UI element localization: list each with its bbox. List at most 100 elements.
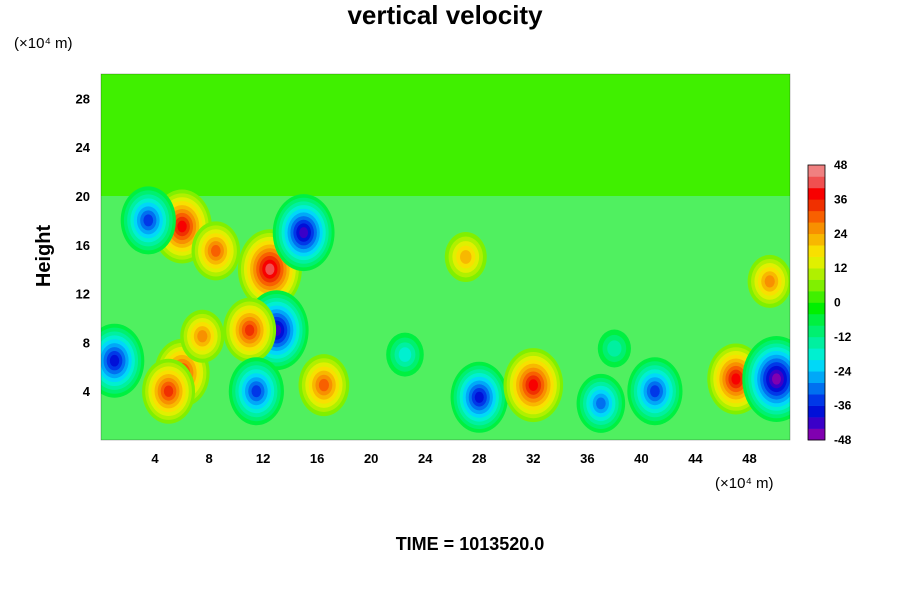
x-tick-label: 8 xyxy=(205,451,212,466)
plot-frame xyxy=(100,73,791,441)
colorbar-segment xyxy=(808,382,825,395)
y-tick-label: 4 xyxy=(83,384,91,399)
x-tick-labels: 4 8 12 16 20 24 28 32 36 40 44 48 xyxy=(151,451,756,466)
colorbar-tick-label: -24 xyxy=(834,364,852,378)
colorbar-segment xyxy=(808,394,825,406)
plot-area xyxy=(100,73,791,441)
y-tick-labels: 4 8 12 16 20 24 28 xyxy=(76,91,91,399)
contour-level xyxy=(177,220,187,233)
x-tick-label: 4 xyxy=(151,451,159,466)
contour-level xyxy=(318,378,329,392)
colorbar-segment xyxy=(808,348,825,361)
colorbar-segment xyxy=(808,268,825,280)
colorbar-segment xyxy=(808,245,825,257)
colorbar-segment xyxy=(808,165,825,177)
colorbar-segment xyxy=(808,256,825,269)
contour-level xyxy=(607,340,622,357)
velocity-feature xyxy=(742,336,790,422)
colorbar-tick-label: 0 xyxy=(834,296,841,310)
velocity-feature xyxy=(747,254,790,308)
velocity-feature xyxy=(191,221,241,281)
contour-level xyxy=(474,391,484,403)
x-tick-label: 44 xyxy=(688,451,703,466)
colorbar-tick-label: 48 xyxy=(834,158,848,172)
velocity-feature xyxy=(223,297,277,363)
x-tick-label: 24 xyxy=(418,451,433,466)
x-tick-label: 36 xyxy=(580,451,594,466)
contour-level xyxy=(210,245,221,257)
x-tick-label: 20 xyxy=(364,451,378,466)
colorbar-segment xyxy=(808,371,825,384)
colorbar-segment xyxy=(808,291,825,303)
colorbar-segment xyxy=(808,210,825,223)
x-tick-label: 28 xyxy=(472,451,486,466)
y-tick-label: 8 xyxy=(83,335,90,350)
contour-level xyxy=(528,379,539,391)
contour-level xyxy=(460,250,472,264)
velocity-feature xyxy=(142,358,196,424)
x-tick-label: 16 xyxy=(310,451,324,466)
x-axis-units: (×10⁴ m) xyxy=(715,475,774,492)
colorbar-segment xyxy=(808,428,825,441)
colorbar-tick-label: -12 xyxy=(834,330,852,344)
x-tick-label: 12 xyxy=(256,451,270,466)
contour-level xyxy=(299,227,309,239)
velocity-feature xyxy=(627,357,683,426)
contour-level xyxy=(650,385,660,398)
velocity-feature xyxy=(450,361,508,433)
velocity-feature xyxy=(386,332,424,377)
x-tick-label: 40 xyxy=(634,451,648,466)
contour-level xyxy=(398,347,412,362)
y-tick-label: 12 xyxy=(76,287,90,302)
velocity-feature xyxy=(576,373,626,433)
colorbar-tick-label: 24 xyxy=(834,227,848,241)
contour-level xyxy=(731,373,741,385)
y-tick-label: 16 xyxy=(76,238,90,253)
colorbar-tick-label: 12 xyxy=(834,261,848,275)
colorbar-segment xyxy=(808,279,825,292)
colorbar-segment xyxy=(808,302,825,315)
colorbar-segment xyxy=(808,233,825,246)
y-tick-label: 24 xyxy=(76,140,91,155)
colorbar-tick-label: 36 xyxy=(834,192,848,206)
contour-level xyxy=(197,330,208,343)
colorbar-tick-labels: -48 -36 -24 -12 0 12 24 36 48 xyxy=(834,158,852,447)
colorbar-tick-label: -36 xyxy=(834,399,852,413)
chart-title: vertical velocity xyxy=(347,0,543,30)
colorbar-segment xyxy=(808,405,825,418)
velocity-feature xyxy=(120,186,176,255)
colorbar-segment xyxy=(808,325,825,338)
contour-level xyxy=(251,385,262,398)
velocity-feature xyxy=(444,232,487,282)
y-tick-label: 28 xyxy=(76,91,90,106)
velocity-feature xyxy=(228,357,284,426)
contour-level xyxy=(163,385,174,397)
y-axis-units: (×10⁴ m) xyxy=(14,35,73,52)
velocity-feature xyxy=(597,329,631,368)
contour-level xyxy=(265,263,275,275)
contour-level xyxy=(596,397,606,410)
x-tick-label: 32 xyxy=(526,451,540,466)
x-tick-label: 48 xyxy=(742,451,756,466)
colorbar-frame xyxy=(807,164,826,441)
colorbar-segment xyxy=(808,313,825,326)
y-tick-label: 20 xyxy=(76,189,90,204)
y-axis-label: Height xyxy=(33,225,55,288)
colorbar xyxy=(807,164,826,441)
colorbar-segment xyxy=(808,359,825,372)
contour-level xyxy=(244,324,255,336)
colorbar-segment xyxy=(808,417,825,429)
colorbar-segment xyxy=(808,222,825,235)
colorbar-segment xyxy=(808,336,825,349)
contour-level xyxy=(764,275,775,288)
velocity-feature xyxy=(298,354,350,417)
contour-level xyxy=(109,354,120,367)
colorbar-segment xyxy=(808,176,825,189)
velocity-feature xyxy=(180,309,225,363)
colorbar-segment xyxy=(808,187,825,200)
colorbar-segment xyxy=(808,199,825,212)
colorbar-tick-label: -48 xyxy=(834,433,852,447)
contour-level xyxy=(772,373,781,385)
velocity-feature xyxy=(503,348,564,423)
